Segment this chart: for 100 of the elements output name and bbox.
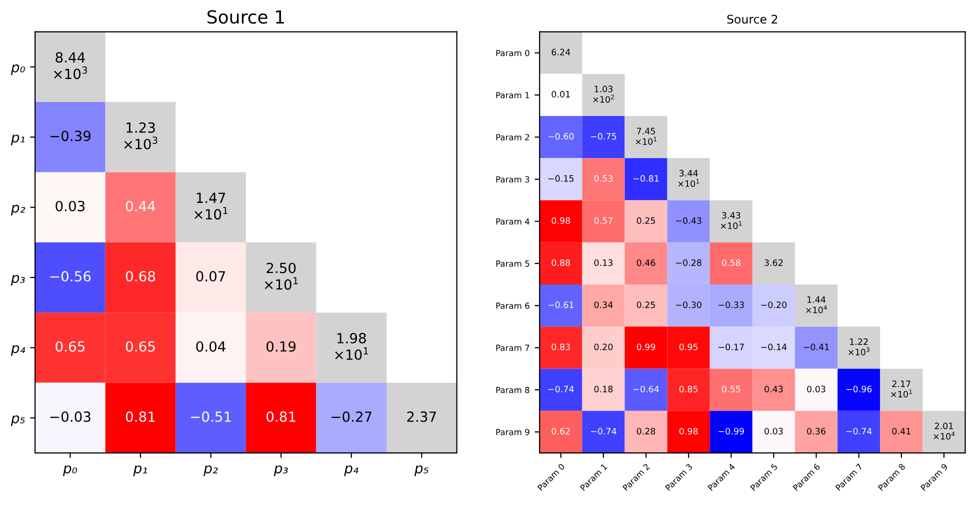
- data-label: 0.57: [594, 217, 612, 224]
- data-label: 0.46: [636, 259, 656, 266]
- data-label: 2.37: [407, 411, 436, 422]
- y-tick-label: p₀: [10, 64, 25, 76]
- y-tick-label: p₅: [10, 415, 25, 426]
- data-label: 0.20: [594, 344, 613, 350]
- data-label: −0.41: [804, 344, 829, 350]
- data-label: 0.03: [56, 200, 85, 212]
- data-label: 1.23 ×10$^{3}$: [124, 122, 158, 150]
- y-tick-label: Param 9: [496, 428, 530, 436]
- data-label: −0.39: [50, 130, 91, 142]
- data-label: 7.45 ×10$^{1}$: [636, 128, 657, 145]
- data-label: 1.98 ×10$^{1}$: [335, 332, 368, 360]
- y-tick-label: Param 8: [496, 386, 530, 394]
- data-label: −0.96: [846, 386, 872, 392]
- data-label: 2.50 ×10$^{1}$: [264, 262, 298, 290]
- data-label: 8.44 ×10$^{3}$: [54, 52, 88, 80]
- data-label: 0.36: [807, 428, 826, 434]
- y-tick-label: Param 4: [496, 218, 530, 225]
- data-label: 0.68: [126, 271, 156, 282]
- data-label: −0.17: [718, 344, 744, 350]
- data-label: −0.14: [761, 344, 787, 350]
- data-label: 0.13: [594, 259, 612, 266]
- data-label: 0.55: [722, 386, 740, 392]
- x-tick-label: p₅: [414, 465, 428, 476]
- data-label: 0.88: [552, 259, 570, 266]
- y-tick-label: Param 1: [496, 92, 530, 98]
- data-label: −0.28: [676, 259, 702, 266]
- y-tick-label: p₃: [10, 274, 25, 286]
- data-label: 0.18: [594, 386, 613, 392]
- data-label: −0.03: [50, 411, 90, 422]
- y-tick-label: Param 2: [496, 134, 530, 140]
- data-label: 0.83: [552, 344, 570, 350]
- data-label: 0.65: [126, 341, 155, 352]
- data-label: −0.74: [590, 428, 616, 434]
- x-tick-label: p₁: [133, 465, 147, 476]
- data-label: 3.62: [764, 259, 783, 266]
- x-tick-label: p₂: [204, 465, 218, 476]
- data-label: −0.43: [676, 217, 702, 224]
- data-label: 0.25: [636, 217, 655, 224]
- data-label: −0.20: [761, 301, 787, 308]
- data-label: 1.44 ×10$^{4}$: [806, 296, 827, 314]
- data-label: 0.19: [266, 341, 296, 352]
- y-tick-label: Param 5: [496, 260, 530, 267]
- data-label: −0.61: [548, 301, 574, 308]
- data-label: 0.98: [679, 428, 698, 434]
- y-tick-label: Param 7: [496, 344, 530, 351]
- data-label: 0.44: [126, 200, 156, 212]
- data-label: −0.56: [50, 271, 91, 282]
- data-label: −0.51: [190, 411, 231, 422]
- data-label: 3.43 ×10$^{1}$: [720, 212, 742, 230]
- data-label: 0.01: [552, 90, 570, 98]
- x-tick-label: p₄: [344, 465, 358, 476]
- data-label: 1.03 ×10$^{2}$: [593, 86, 614, 103]
- data-label: −0.33: [718, 301, 744, 308]
- data-label: 1.22 ×10$^{3}$: [848, 338, 870, 356]
- chart-title: Source 2: [727, 14, 778, 24]
- data-label: −0.60: [548, 133, 574, 140]
- data-label: 0.34: [594, 301, 613, 308]
- data-label: 0.62: [552, 428, 570, 434]
- x-tick-label: p₀: [62, 465, 78, 476]
- data-label: 1.47 ×10$^{1}$: [194, 192, 228, 220]
- data-label: 0.95: [679, 344, 698, 350]
- data-label: −0.27: [332, 411, 372, 422]
- y-tick-label: p₁: [10, 134, 25, 146]
- data-label: 0.53: [594, 175, 612, 182]
- data-label: 0.81: [266, 411, 296, 422]
- y-tick-label: p₄: [10, 345, 26, 356]
- data-label: −0.75: [590, 133, 616, 140]
- data-label: −0.30: [676, 301, 702, 308]
- data-label: 0.98: [552, 217, 570, 224]
- data-label: 0.81: [126, 411, 155, 422]
- data-label: 0.58: [722, 259, 740, 266]
- y-tick-label: p₂: [10, 204, 26, 216]
- data-label: 0.99: [636, 344, 656, 350]
- data-label: 3.44 ×10$^{1}$: [678, 170, 700, 187]
- data-label: 0.43: [764, 386, 783, 392]
- data-label: −0.64: [634, 386, 659, 392]
- data-label: −0.81: [634, 175, 659, 182]
- chart-title: Source 1: [208, 10, 284, 24]
- data-label: −0.74: [846, 428, 872, 434]
- data-label: 2.17 ×10$^{1}$: [891, 380, 912, 398]
- data-label: 0.65: [56, 341, 84, 352]
- data-label: 0.28: [636, 428, 656, 434]
- data-label: −0.74: [548, 386, 574, 392]
- x-tick-label: p₃: [274, 465, 288, 476]
- data-label: −0.99: [718, 428, 744, 434]
- data-label: 0.25: [636, 301, 655, 308]
- data-label: 2.01 ×10$^{4}$: [934, 422, 955, 440]
- y-tick-label: Param 3: [496, 176, 530, 183]
- data-label: 0.03: [807, 386, 826, 392]
- data-label: 0.07: [196, 271, 226, 282]
- y-tick-label: Param 6: [496, 302, 530, 309]
- y-tick-label: Param 0: [496, 50, 530, 56]
- data-label: 0.04: [196, 341, 226, 352]
- data-label: 0.03: [764, 428, 783, 434]
- data-label: −0.15: [548, 175, 574, 182]
- data-label: 0.41: [892, 428, 910, 434]
- data-label: 0.85: [679, 386, 698, 392]
- data-label: 6.24: [552, 48, 570, 56]
